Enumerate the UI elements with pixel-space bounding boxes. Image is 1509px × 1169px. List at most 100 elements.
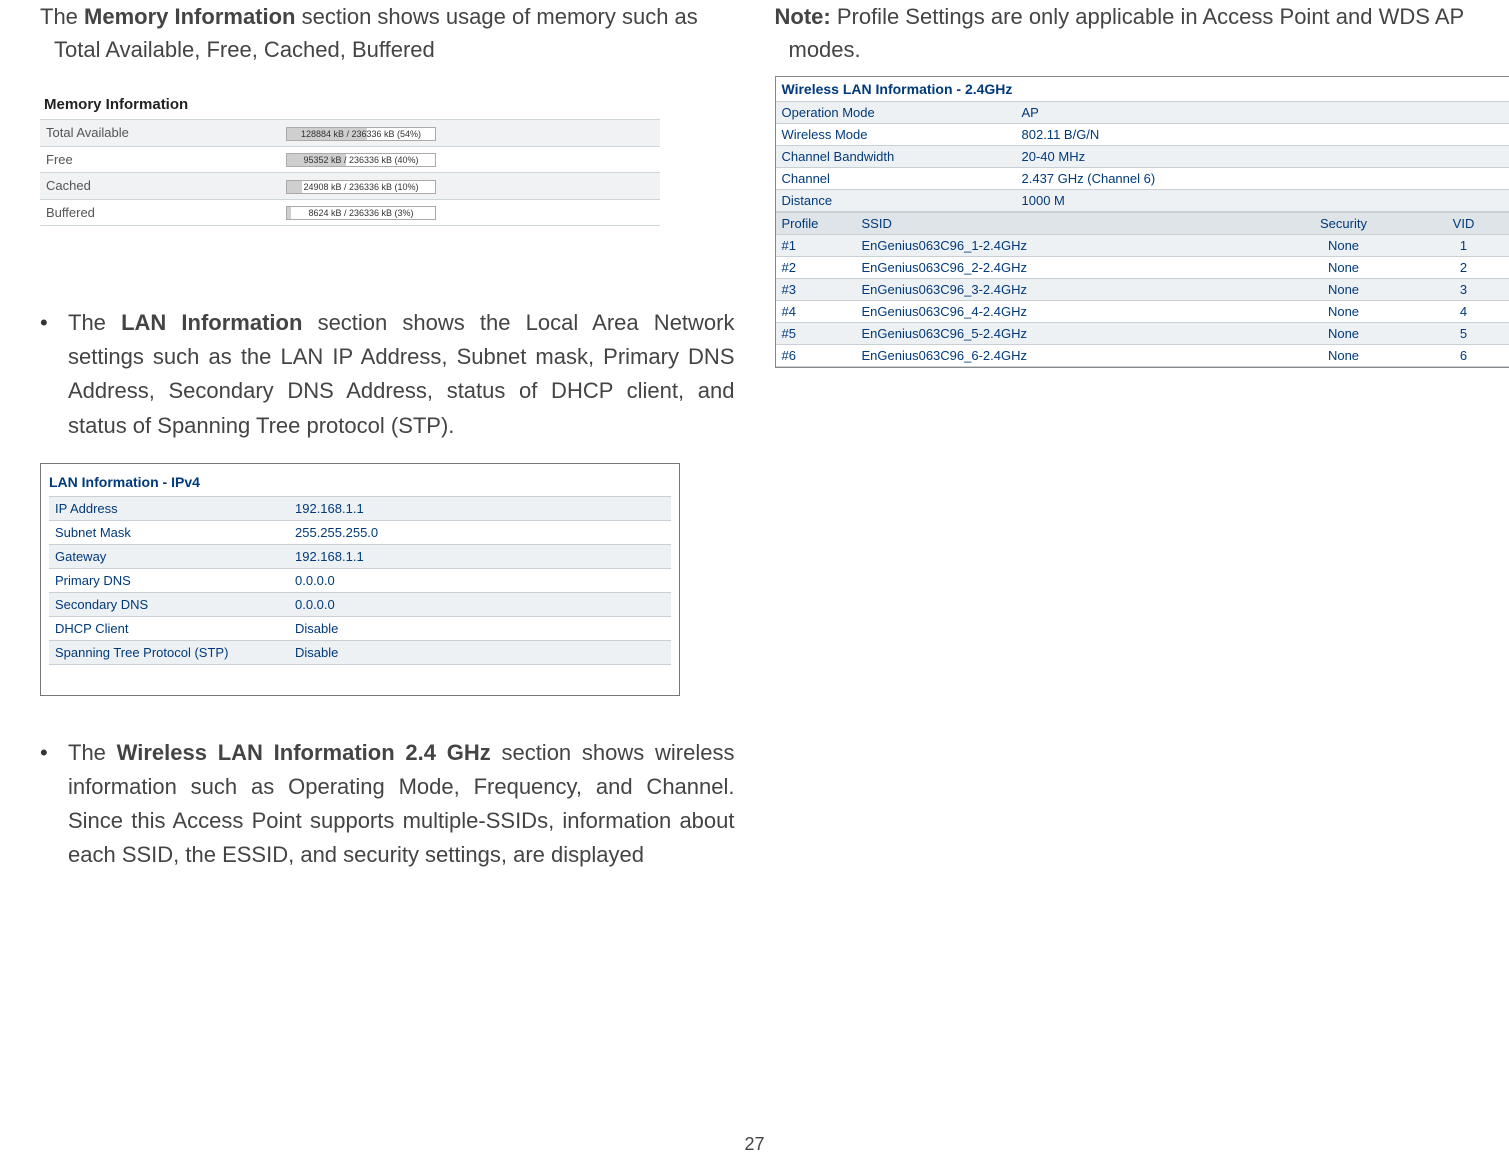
table-row: Channel2.437 GHz (Channel 6) — [776, 168, 1509, 190]
mem-label: Cached — [40, 173, 280, 200]
table-row: #3EnGenius063C96_3-2.4GHzNone3Disable — [776, 279, 1509, 301]
profile-vid: 1 — [1424, 235, 1504, 257]
table-row: Gateway192.168.1.1 — [49, 544, 671, 568]
table-row: #2EnGenius063C96_2-2.4GHzNone2Disable — [776, 257, 1509, 279]
lan-bullet-text: The LAN Information section shows the Lo… — [68, 306, 735, 442]
lan-key: Secondary DNS — [49, 592, 289, 616]
memory-table: Total Available 128884 kB / 236336 kB (54… — [40, 119, 660, 226]
profile-ssid: EnGenius063C96_3-2.4GHz — [856, 279, 1264, 301]
profile-8021q: Disable — [1504, 345, 1509, 367]
profile-ssid: EnGenius063C96_5-2.4GHz — [856, 323, 1264, 345]
wlan-info-table: Operation ModeAPWireless Mode802.11 B/G/… — [776, 101, 1509, 212]
profile-vid: 2 — [1424, 257, 1504, 279]
table-row: Buffered 8624 kB / 236336 kB (3%) — [40, 199, 660, 226]
col-header: SSID — [856, 213, 1264, 235]
table-row: Wireless Mode802.11 B/G/N — [776, 124, 1509, 146]
profile-vid: 6 — [1424, 345, 1504, 367]
profile-security: None — [1264, 279, 1424, 301]
text-pre: The — [68, 310, 121, 335]
left-column: The Memory Information section shows usa… — [20, 0, 755, 892]
profile-id: #1 — [776, 235, 856, 257]
text-bold: Memory Information — [84, 4, 295, 29]
progress-bar: 128884 kB / 236336 kB (54%) — [286, 127, 436, 141]
profile-id: #6 — [776, 345, 856, 367]
text-pre: The — [40, 4, 84, 29]
lan-value: 0.0.0.0 — [289, 568, 671, 592]
col-header: VID — [1424, 213, 1504, 235]
wlan-bullet-text: The Wireless LAN Information 2.4 GHz sec… — [68, 736, 735, 872]
wlan-value: 20-40 MHz — [1016, 146, 1509, 168]
text-bold: LAN Information — [121, 310, 302, 335]
table-row: #6EnGenius063C96_6-2.4GHzNone6Disable — [776, 345, 1509, 367]
profile-ssid: EnGenius063C96_2-2.4GHz — [856, 257, 1264, 279]
progress-bar: 24908 kB / 236336 kB (10%) — [286, 180, 436, 194]
lan-value: 255.255.255.0 — [289, 520, 671, 544]
lan-info-box: LAN Information - IPv4 IP Address192.168… — [40, 463, 680, 696]
progress-label: 95352 kB / 236336 kB (40%) — [303, 155, 418, 165]
col-header: 802.1Q — [1504, 213, 1509, 235]
table-row: Channel Bandwidth20-40 MHz — [776, 146, 1509, 168]
profile-8021q: Disable — [1504, 235, 1509, 257]
profile-8021q: Disable — [1504, 279, 1509, 301]
profile-security: None — [1264, 301, 1424, 323]
wlan-info-title: Wireless LAN Information - 2.4GHz — [776, 77, 1509, 101]
page-number: 27 — [0, 1134, 1509, 1155]
text-bold: Wireless LAN Information 2.4 GHz — [117, 740, 491, 765]
memory-section-title: Memory Information — [40, 90, 735, 119]
table-row: Free95352 kB / 236336 kB (40%) — [40, 146, 660, 173]
profile-id: #2 — [776, 257, 856, 279]
col-header: Security — [1264, 213, 1424, 235]
bullet-icon: • — [40, 736, 68, 872]
mem-bar-cell: 24908 kB / 236336 kB (10%) — [280, 173, 660, 200]
profile-ssid: EnGenius063C96_1-2.4GHz — [856, 235, 1264, 257]
progress-label: 8624 kB / 236336 kB (3%) — [308, 208, 413, 218]
profile-vid: 4 — [1424, 301, 1504, 323]
wlan-profiles-table: ProfileSSIDSecurityVID802.1Q#1EnGenius06… — [776, 212, 1509, 367]
text-pre: The — [68, 740, 117, 765]
table-row: Cached 24908 kB / 236336 kB (10%) — [40, 173, 660, 200]
wlan-key: Operation Mode — [776, 102, 1016, 124]
lan-value: Disable — [289, 640, 671, 664]
wlan-key: Distance — [776, 190, 1016, 212]
note-text: Note: Profile Settings are only applicab… — [775, 0, 1470, 66]
mem-bar-cell: 8624 kB / 236336 kB (3%) — [280, 199, 660, 226]
wlan-key: Channel Bandwidth — [776, 146, 1016, 168]
right-column: Note: Profile Settings are only applicab… — [755, 0, 1490, 892]
lan-key: Gateway — [49, 544, 289, 568]
table-row: #5EnGenius063C96_5-2.4GHzNone5Disable — [776, 323, 1509, 345]
lan-key: DHCP Client — [49, 616, 289, 640]
lan-key: Primary DNS — [49, 568, 289, 592]
profile-id: #3 — [776, 279, 856, 301]
lan-key: Subnet Mask — [49, 520, 289, 544]
table-row: Total Available 128884 kB / 236336 kB (54… — [40, 120, 660, 147]
table-row: #4EnGenius063C96_4-2.4GHzNone4Disable — [776, 301, 1509, 323]
progress-bar: 8624 kB / 236336 kB (3%) — [286, 206, 436, 220]
table-header-row: ProfileSSIDSecurityVID802.1Q — [776, 213, 1509, 235]
profile-8021q: Disable — [1504, 323, 1509, 345]
lan-value: 192.168.1.1 — [289, 544, 671, 568]
mem-bar-cell: 128884 kB / 236336 kB (54%) — [280, 120, 660, 147]
col-header: Profile — [776, 213, 856, 235]
mem-label: Buffered — [40, 199, 280, 226]
lan-value: 192.168.1.1 — [289, 496, 671, 520]
lan-info-title: LAN Information - IPv4 — [49, 470, 671, 496]
profile-id: #4 — [776, 301, 856, 323]
profile-ssid: EnGenius063C96_4-2.4GHz — [856, 301, 1264, 323]
note-post: Profile Settings are only applicable in … — [789, 4, 1464, 62]
progress-fill — [287, 181, 302, 193]
lan-key: Spanning Tree Protocol (STP) — [49, 640, 289, 664]
wlan-info-box: Wireless LAN Information - 2.4GHz Operat… — [775, 76, 1509, 368]
profile-id: #5 — [776, 323, 856, 345]
progress-label: 128884 kB / 236336 kB (54%) — [301, 129, 421, 139]
profile-ssid: EnGenius063C96_6-2.4GHz — [856, 345, 1264, 367]
mem-label: Total Available — [40, 120, 280, 147]
wlan-value: 2.437 GHz (Channel 6) — [1016, 168, 1509, 190]
wlan-value: 1000 M — [1016, 190, 1509, 212]
wlan-bullet: • The Wireless LAN Information 2.4 GHz s… — [40, 736, 735, 872]
wlan-key: Wireless Mode — [776, 124, 1016, 146]
table-row: Spanning Tree Protocol (STP)Disable — [49, 640, 671, 664]
bullet-icon: • — [40, 306, 68, 442]
table-row: Subnet Mask255.255.255.0 — [49, 520, 671, 544]
table-row: Distance1000 M — [776, 190, 1509, 212]
lan-bullet: • The LAN Information section shows the … — [40, 306, 735, 442]
